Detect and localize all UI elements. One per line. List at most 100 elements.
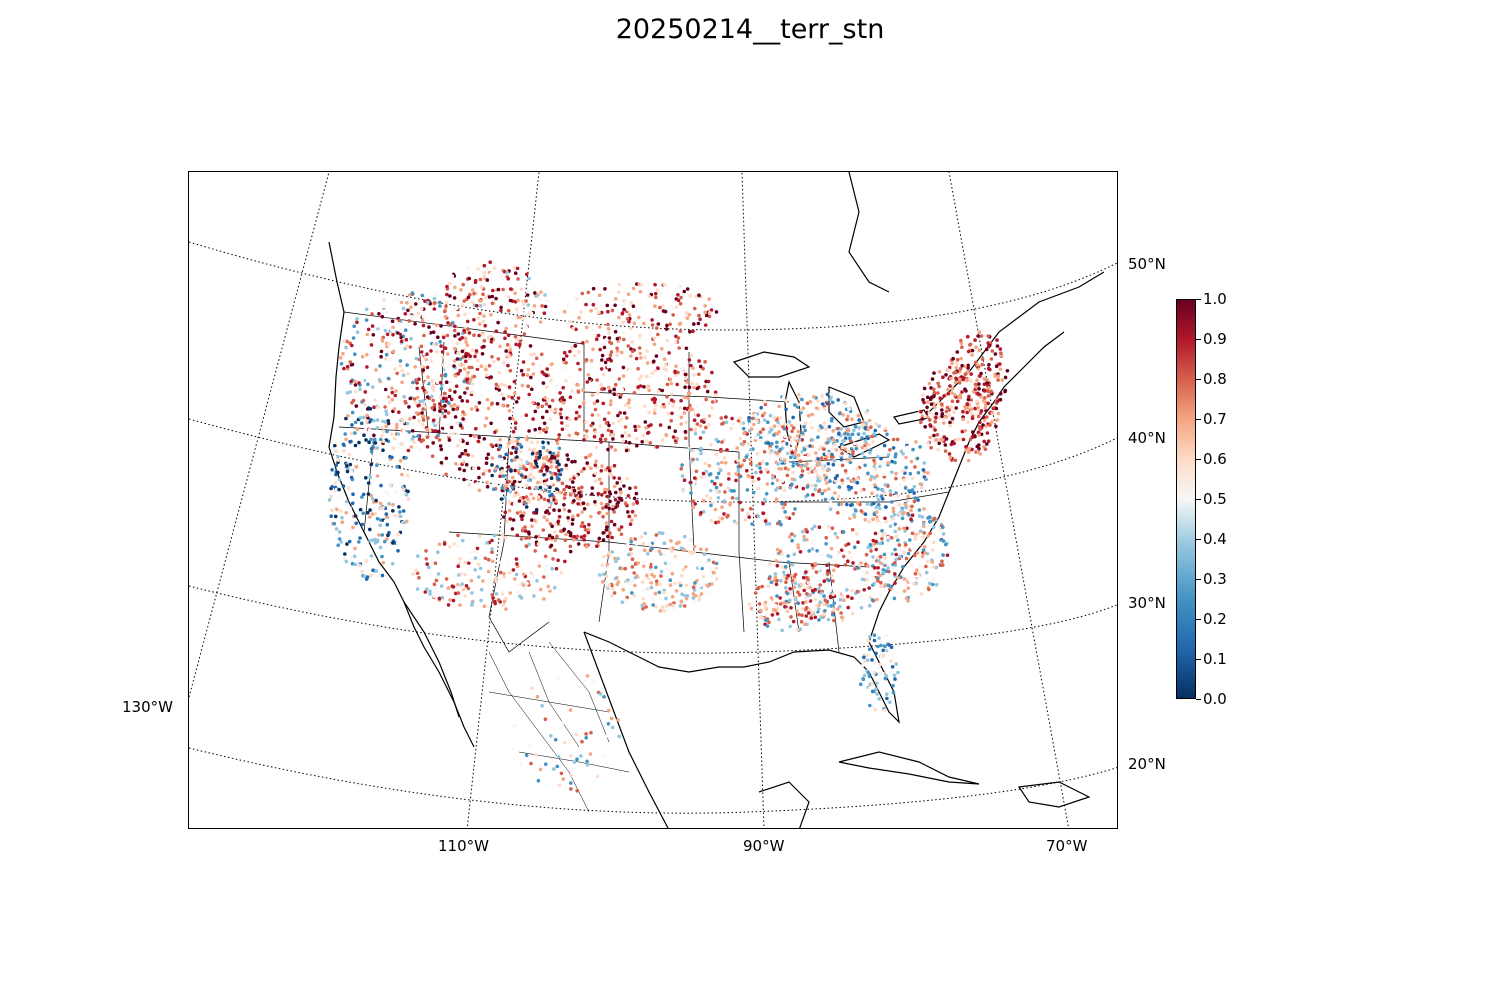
station-point <box>981 423 985 427</box>
station-point <box>526 478 531 483</box>
station-point <box>466 327 470 331</box>
station-point <box>491 596 495 600</box>
station-point <box>698 583 703 588</box>
station-point <box>796 546 801 550</box>
station-point <box>638 351 642 356</box>
station-point <box>424 390 429 395</box>
station-point <box>577 491 581 495</box>
station-point <box>510 458 514 463</box>
station-point <box>521 572 526 577</box>
station-point <box>524 299 528 303</box>
station-point <box>761 501 765 506</box>
station-point <box>794 445 799 449</box>
station-point <box>895 590 899 595</box>
station-point <box>461 538 465 543</box>
station-point <box>337 477 342 482</box>
station-point <box>902 589 907 593</box>
station-point <box>540 466 545 470</box>
station-point <box>892 673 897 678</box>
station-point <box>781 506 786 510</box>
station-point <box>385 332 390 337</box>
lake-ontario <box>892 409 930 425</box>
station-point <box>800 607 805 611</box>
station-point <box>888 524 893 529</box>
station-point <box>689 480 693 485</box>
station-point <box>479 364 484 368</box>
station-point <box>577 497 581 501</box>
station-point <box>998 347 1003 351</box>
station-point <box>689 363 693 368</box>
station-point <box>336 455 340 459</box>
station-point <box>538 430 543 435</box>
station-point <box>883 644 887 649</box>
station-point <box>597 536 602 541</box>
station-point <box>365 419 369 423</box>
station-point <box>626 344 631 348</box>
station-point <box>950 361 954 366</box>
station-point <box>841 413 845 417</box>
station-point <box>913 465 917 469</box>
station-point <box>619 490 623 495</box>
station-point <box>643 355 647 360</box>
parallel-40n <box>189 418 1117 503</box>
station-point <box>352 554 357 559</box>
station-point <box>409 385 413 390</box>
station-point <box>818 583 822 587</box>
station-point <box>467 331 472 335</box>
station-point <box>406 473 410 478</box>
station-point <box>490 550 494 554</box>
station-point <box>790 563 795 567</box>
station-point <box>678 604 683 608</box>
station-point <box>568 349 572 354</box>
station-point <box>872 566 877 570</box>
station-point <box>484 416 489 421</box>
station-point <box>682 604 687 608</box>
station-point <box>582 524 587 529</box>
station-point <box>875 692 879 696</box>
station-point <box>537 297 542 301</box>
station-point <box>714 485 719 490</box>
mexico-borders <box>488 641 630 813</box>
station-point <box>780 552 784 556</box>
station-point <box>571 480 575 484</box>
station-point <box>606 447 610 452</box>
station-point <box>554 566 559 571</box>
station-point <box>391 502 395 507</box>
station-point <box>586 373 591 377</box>
station-point <box>656 366 660 370</box>
station-point <box>393 514 397 518</box>
station-point <box>465 386 470 391</box>
station-point <box>370 454 375 459</box>
station-point <box>353 562 358 567</box>
station-point <box>654 533 659 537</box>
station-point <box>931 577 936 582</box>
station-point <box>496 320 500 325</box>
station-point <box>553 522 558 526</box>
station-point <box>753 413 758 417</box>
station-point <box>796 601 801 606</box>
station-point <box>582 507 587 511</box>
parallel-30n <box>189 585 1117 654</box>
station-point <box>974 345 978 350</box>
station-point <box>873 531 878 536</box>
station-point <box>589 514 593 519</box>
station-point <box>629 537 633 541</box>
station-point <box>797 593 802 597</box>
station-point <box>629 354 633 358</box>
station-point <box>698 436 703 440</box>
station-point <box>694 294 699 299</box>
station-point <box>896 670 900 675</box>
station-point <box>687 312 692 317</box>
station-point <box>890 459 894 464</box>
station-point <box>867 686 871 691</box>
station-point <box>505 404 510 408</box>
colorbar <box>1176 299 1196 699</box>
station-point <box>584 302 588 307</box>
station-point <box>444 366 448 371</box>
station-point <box>611 433 615 438</box>
station-point <box>407 405 411 409</box>
station-point <box>508 298 513 303</box>
station-point <box>659 574 663 578</box>
station-point <box>492 359 496 364</box>
station-point <box>645 573 649 578</box>
